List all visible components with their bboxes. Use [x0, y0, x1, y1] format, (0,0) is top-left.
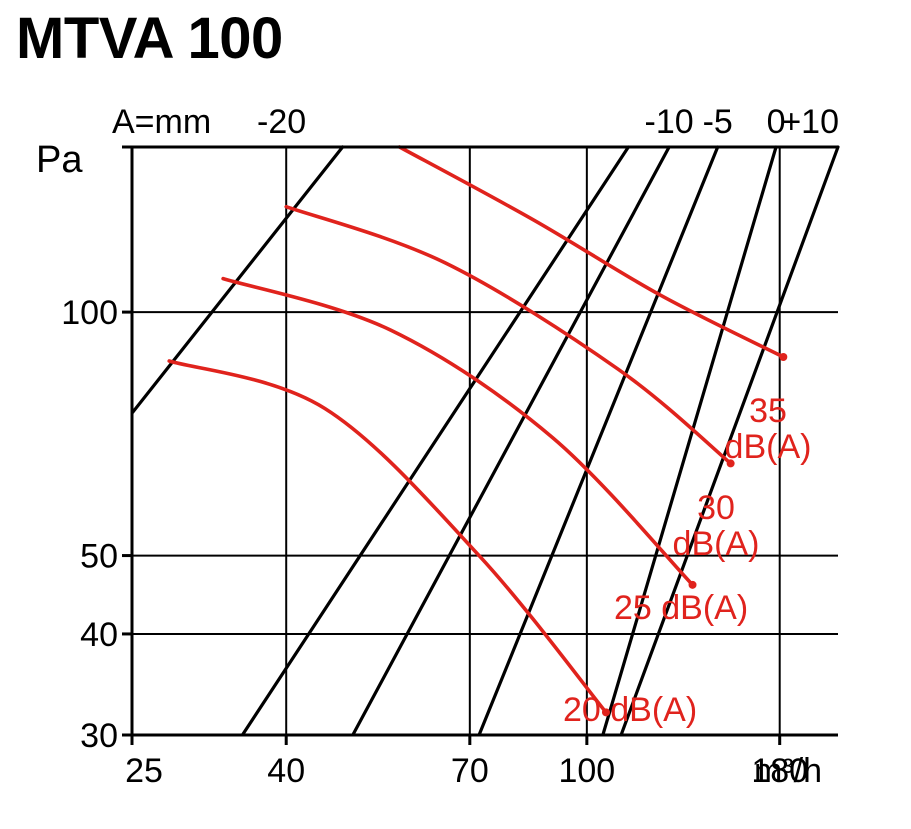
sound-curve [284, 204, 733, 466]
axes [122, 145, 838, 745]
damper-label: -20 [257, 103, 306, 141]
sound-curve-end-dot [601, 708, 610, 717]
damper-line [619, 145, 840, 735]
chart-title: MTVA 100 [16, 6, 283, 71]
sound-curve-end-dot [779, 352, 788, 361]
grid-layer [132, 147, 838, 736]
damper-label: -5 [703, 103, 733, 141]
x-axis-unit: m³/h [754, 752, 822, 790]
y-tick-label: 50 [80, 538, 118, 576]
sound-level-label: 35 [749, 392, 787, 430]
x-tick-label: 180 [751, 752, 808, 790]
sound-curve-end-dot [688, 580, 697, 589]
damper-label: 0 [767, 103, 786, 141]
damper-label-prefix: A=mm [112, 103, 211, 141]
damper-label: -10 [645, 103, 694, 141]
damper-label: +10 [781, 103, 839, 141]
damper-line [601, 145, 778, 735]
sound-curve [167, 359, 608, 715]
sound-level-label: 20 dB(A) [563, 691, 697, 729]
sound-level-label: dB(A) [673, 525, 760, 563]
sound-curve [397, 145, 786, 359]
y-axis-unit: Pa [36, 139, 83, 181]
sound-curve-end-dot [726, 459, 735, 468]
damper-line [132, 145, 345, 415]
y-tick-label: 100 [61, 294, 118, 332]
y-tick-label: 40 [80, 616, 118, 654]
damper-line [351, 145, 671, 735]
sound-curves [167, 145, 788, 717]
sound-level-label: 30 [697, 489, 735, 527]
chart-labels: 25 40 70 100 180 30 40 50 100 Pa m³/h A=mm -20 -10 -5 0… [36, 103, 839, 790]
sound-level-label: dB(A) [725, 428, 812, 466]
damper-lines [132, 145, 840, 735]
y-tick-label: 30 [80, 717, 118, 755]
sound-level-label: 25 dB(A) [614, 589, 748, 627]
x-tick-label: 100 [558, 752, 615, 790]
x-tick-label: 25 [125, 752, 163, 790]
damper-line [240, 145, 630, 735]
x-tick-label: 40 [267, 752, 305, 790]
x-tick-label: 70 [451, 752, 489, 790]
sound-curve [221, 276, 695, 587]
damper-line [477, 145, 720, 735]
